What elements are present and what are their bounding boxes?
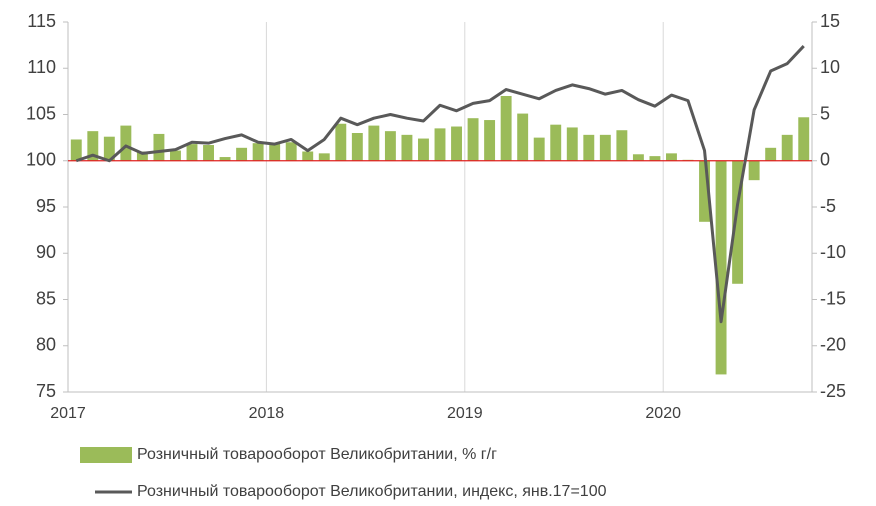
- bar: [566, 127, 578, 161]
- legend-label: Розничный товарооборот Великобритании, и…: [137, 483, 607, 500]
- x-tick-label: 2020: [645, 405, 681, 422]
- bar: [70, 139, 82, 161]
- y-tick-label: 105: [26, 103, 56, 123]
- y2-tick-label: -10: [820, 242, 846, 262]
- bar: [401, 134, 413, 161]
- bar: [170, 150, 181, 161]
- bar: [517, 113, 529, 161]
- bar: [368, 125, 380, 161]
- bar: [384, 131, 396, 161]
- x-tick-label: 2017: [50, 405, 86, 422]
- y-tick-label: 115: [27, 11, 56, 31]
- bar: [136, 151, 148, 161]
- bar: [500, 96, 512, 161]
- bar: [550, 124, 562, 161]
- bar: [203, 145, 214, 161]
- bar: [252, 143, 264, 161]
- bar: [533, 137, 545, 161]
- y-tick-label: 100: [26, 150, 56, 170]
- legend-label: Розничный товарооборот Великобритании, %…: [137, 446, 497, 463]
- legend-swatch: [80, 447, 132, 463]
- bar: [351, 133, 363, 161]
- bar: [732, 160, 744, 284]
- x-tick-label: 2018: [249, 405, 285, 422]
- x-tick-label: 2019: [447, 405, 483, 422]
- bar: [285, 142, 297, 161]
- bar: [616, 130, 628, 161]
- bar: [236, 147, 248, 161]
- y2-tick-label: -25: [820, 381, 846, 401]
- bar: [599, 134, 611, 161]
- bar: [798, 117, 810, 161]
- bar: [666, 153, 677, 161]
- bar: [649, 156, 661, 161]
- y2-tick-label: 0: [820, 150, 830, 170]
- bar: [302, 151, 314, 161]
- bar: [748, 160, 760, 181]
- bar: [699, 160, 710, 222]
- y-tick-label: 85: [36, 288, 56, 308]
- bar: [418, 138, 429, 161]
- y-tick-label: 95: [36, 196, 56, 216]
- bar: [120, 125, 132, 161]
- y2-tick-label: -5: [820, 196, 836, 216]
- bar: [335, 123, 347, 161]
- bar: [219, 157, 231, 161]
- y2-tick-label: -20: [820, 335, 846, 355]
- y-tick-label: 75: [36, 381, 56, 401]
- y2-tick-label: 5: [820, 103, 830, 123]
- bar: [87, 131, 99, 161]
- bar: [765, 147, 777, 161]
- bar: [451, 126, 462, 161]
- bar: [186, 144, 198, 161]
- bar: [583, 134, 595, 161]
- y2-tick-label: 10: [820, 57, 840, 77]
- bar: [781, 134, 793, 161]
- y-tick-label: 90: [36, 242, 56, 262]
- bar: [269, 143, 281, 161]
- y2-tick-label: 15: [820, 11, 840, 31]
- y-tick-label: 80: [36, 335, 56, 355]
- bar: [484, 120, 496, 161]
- bar: [715, 160, 727, 375]
- y2-tick-label: -15: [820, 288, 846, 308]
- bar: [632, 154, 644, 161]
- bar: [434, 128, 446, 161]
- bar: [103, 136, 115, 161]
- bar: [467, 118, 479, 161]
- y-tick-label: 110: [27, 57, 56, 77]
- line: [75, 45, 805, 324]
- bar: [153, 133, 165, 161]
- bar: [318, 153, 330, 161]
